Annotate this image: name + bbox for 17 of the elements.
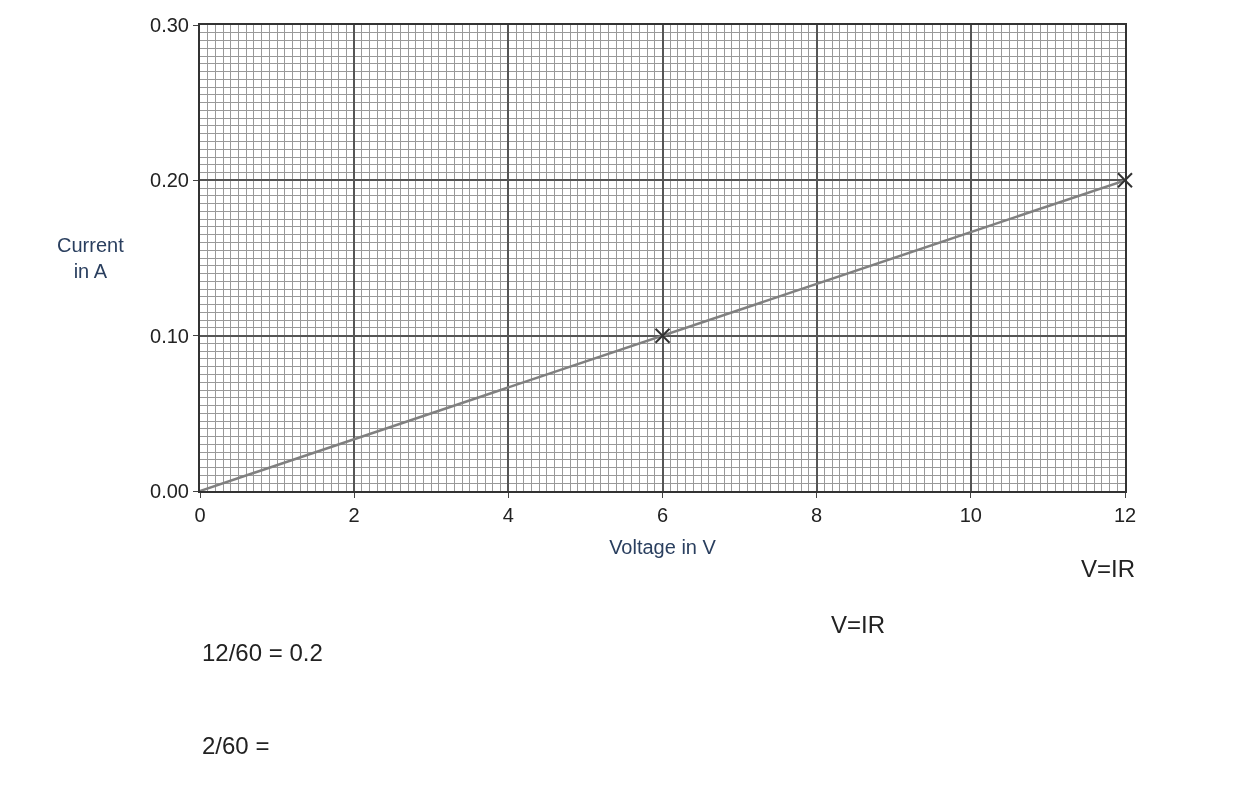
x-axis-title: Voltage in V	[609, 536, 717, 558]
x-tick-label: 0	[194, 504, 206, 526]
y-tick-label: 0.10	[150, 324, 189, 347]
y-tick-label: 0.00	[150, 480, 189, 502]
x-tick-label: 6	[656, 504, 669, 526]
x-tick-label: 2	[348, 504, 360, 526]
y-axis-title: Current in A	[57, 234, 125, 282]
text: 2/60 =	[202, 732, 270, 759]
text: V=IR	[1081, 555, 1136, 582]
x-tick-label: 12	[1113, 504, 1137, 526]
x-tick-label: 10	[959, 504, 982, 526]
text: 12/60 = 0.2	[202, 639, 323, 666]
y-tick-label: 0.20	[150, 169, 189, 192]
x-tick-label: 4	[502, 504, 514, 526]
x-tick-label: 8	[811, 504, 823, 526]
text: V=IR	[831, 611, 886, 638]
y-tick-label: 0.30	[150, 14, 189, 36]
